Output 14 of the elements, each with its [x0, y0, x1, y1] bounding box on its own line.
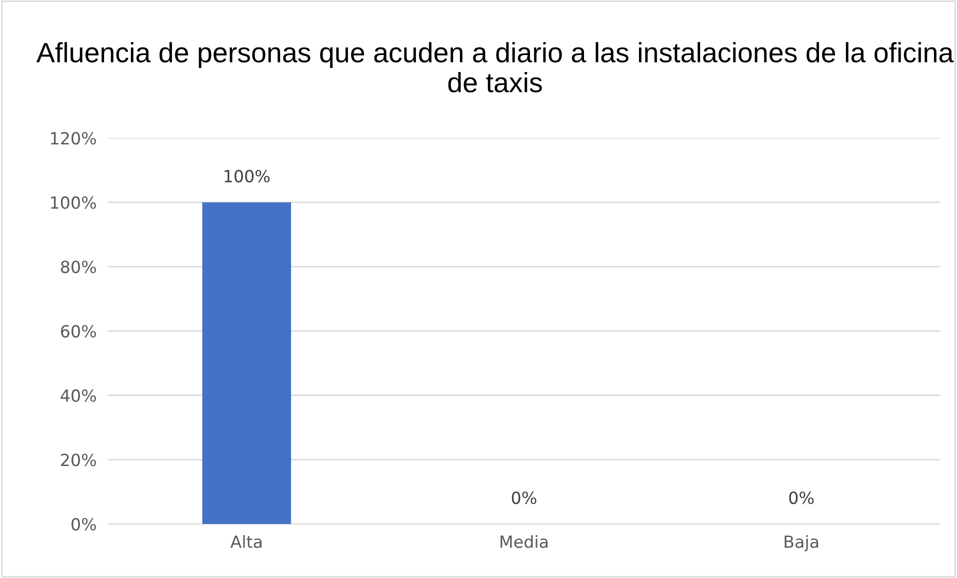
- y-tick-label: 100%: [51, 196, 96, 209]
- y-tick-label: 120%: [51, 132, 96, 145]
- y-tick-label: 0%: [72, 518, 96, 531]
- x-tick-label: Baja: [784, 535, 818, 552]
- y-tick-label: 40%: [60, 389, 96, 402]
- data-label: 100%: [224, 170, 270, 182]
- y-tick-label: 60%: [61, 324, 96, 338]
- y-tick-label: 80%: [60, 260, 96, 274]
- x-tick-label: Alta: [230, 535, 262, 548]
- x-tick-label: Media: [500, 535, 548, 548]
- chart-title: Afluencia de personas que acuden a diario a las instalaciones de la oficina de taxis: [36, 42, 954, 92]
- y-tick-label: 20%: [61, 454, 96, 466]
- data-label: 0%: [789, 491, 814, 504]
- data-label: 0%: [512, 491, 536, 504]
